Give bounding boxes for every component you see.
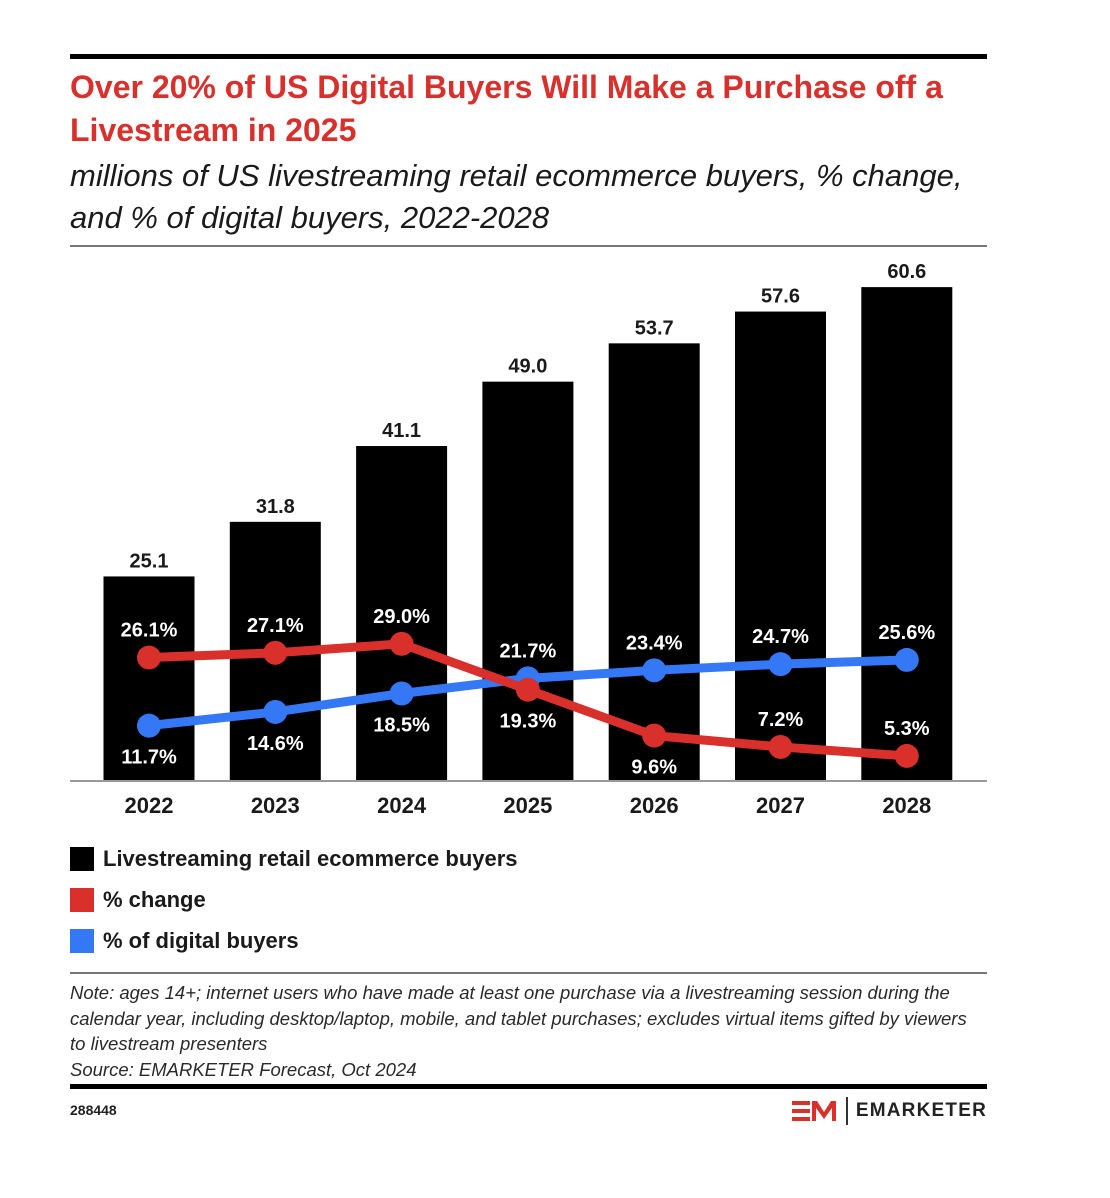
legend-label: % of digital buyers	[103, 927, 299, 953]
pct-digital-point-2028	[894, 647, 919, 672]
x-tick-label: 2024	[377, 793, 427, 818]
brand-separator	[845, 1097, 848, 1125]
x-tick-label: 2023	[251, 793, 300, 818]
x-tick-label: 2027	[756, 793, 805, 818]
pct-change-point-2025	[515, 677, 540, 702]
legend-label: % change	[103, 886, 206, 912]
brand-logo: EMARKETER	[791, 1097, 987, 1125]
x-tick-labels: 2022 2023 2024 2025 2026 2027 2028	[125, 793, 932, 818]
chart-id: 288448	[70, 1102, 117, 1118]
bar-value-label: 31.8	[256, 496, 295, 518]
bar-value-label: 25.1	[130, 550, 169, 572]
x-tick-label: 2022	[125, 793, 174, 818]
legend-swatch-pct-change	[70, 887, 94, 912]
pct-change-value-label: 5.3%	[884, 718, 930, 740]
pct-change-point-2028	[894, 743, 919, 768]
pct-digital-point-2024	[389, 681, 414, 706]
bar-2028	[861, 287, 953, 781]
pct-digital-point-2022	[137, 713, 161, 738]
bottom-rule	[70, 1084, 987, 1089]
bar-2026	[608, 343, 700, 781]
pct-digital-value-label: 25.6%	[878, 622, 935, 644]
pct-change-point-2023	[263, 640, 288, 665]
chart-title: Over 20% of US Digital Buyers Will Make …	[70, 69, 943, 148]
bars-layer	[103, 287, 953, 781]
lines-layer	[137, 631, 919, 768]
note-text: Note: ages 14+; internet users who have …	[70, 982, 967, 1054]
chart: 25.1 31.8 41.1 49.0 53.7 57.6 60.6 11.7% 14.6% 18…	[70, 261, 987, 818]
bar-value-label: 57.6	[761, 286, 800, 308]
pct-change-point-2026	[642, 723, 667, 748]
x-tick-label: 2026	[630, 793, 679, 818]
source-text: Source: EMARKETER Forecast, Oct 2024	[70, 1058, 417, 1080]
bar-2027	[735, 311, 826, 781]
bar-value-label: 60.6	[887, 261, 926, 283]
legend-item-pct-digital: % of digital buyers	[70, 920, 518, 961]
pct-digital-value-label: 14.6%	[247, 733, 304, 755]
pct-digital-value-label: 21.7%	[500, 640, 557, 662]
bar-value-label: 53.7	[635, 317, 674, 339]
pct-change-value-label: 9.6%	[631, 757, 677, 779]
pct-digital-value-label: 23.4%	[626, 632, 683, 654]
pct-change-point-2027	[768, 734, 793, 759]
pct-digital-value-label: 11.7%	[121, 747, 177, 769]
x-tick-label: 2028	[882, 793, 931, 818]
legend-swatch-buyers	[70, 846, 94, 871]
legend-swatch-pct-digital	[70, 928, 94, 953]
note-rule	[70, 972, 987, 974]
chart-subtitle: millions of US livestreaming retail ecom…	[70, 158, 963, 235]
pct-change-value-label: 19.3%	[500, 711, 557, 733]
bar-2022	[103, 576, 195, 781]
labels-layer: 25.1 31.8 41.1 49.0 53.7 57.6 60.6 11.7% 14.6% 18…	[121, 261, 936, 778]
legend-item-buyers: Livestreaming retail ecommerce buyers	[70, 838, 518, 879]
footnote: Note: ages 14+; internet users who have …	[70, 980, 987, 1082]
bar-2024	[356, 446, 448, 781]
bar-value-label: 49.0	[508, 356, 547, 378]
bar-value-label: 41.1	[382, 420, 421, 442]
legend-item-pct-change: % change	[70, 879, 518, 920]
pct-change-value-label: 26.1%	[121, 620, 178, 642]
x-tick-label: 2025	[503, 793, 552, 818]
pct-digital-point-2027	[768, 652, 793, 677]
pct-digital-point-2023	[263, 699, 288, 724]
pct-change-point-2024	[389, 631, 414, 656]
pct-change-value-label: 7.2%	[758, 709, 804, 731]
bar-2025	[482, 381, 574, 781]
legend: Livestreaming retail ecommerce buyers % …	[70, 838, 518, 961]
pct-change-value-label: 27.1%	[247, 615, 304, 637]
brand-name: EMARKETER	[855, 1100, 987, 1121]
legend-label: Livestreaming retail ecommerce buyers	[103, 845, 518, 871]
pct-change-value-label: 29.0%	[373, 606, 430, 628]
pct-digital-value-label: 24.7%	[752, 626, 809, 648]
top-rule	[70, 54, 987, 59]
pct-change-point-2022	[137, 645, 161, 670]
pct-digital-value-label: 18.5%	[373, 714, 430, 736]
pct-digital-point-2026	[642, 658, 667, 683]
subtitle-rule	[70, 245, 987, 247]
em-logo-icon	[791, 1101, 836, 1121]
